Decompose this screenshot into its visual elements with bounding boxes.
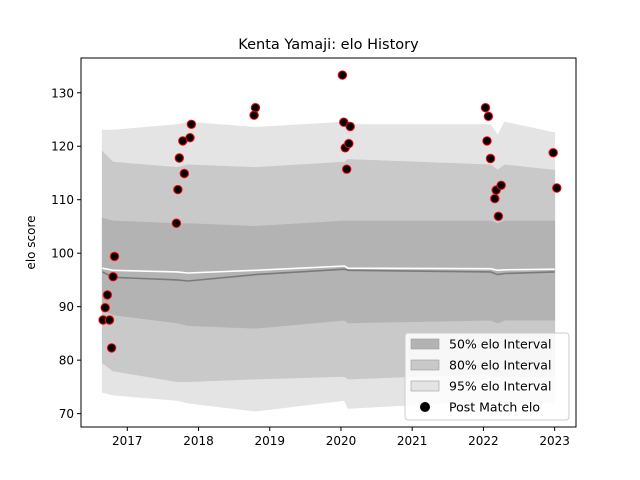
point-2 [102,290,113,300]
median-line [102,265,555,274]
point-30 [548,148,558,158]
point-13 [186,119,197,130]
y-axis-label: elo score [24,215,38,269]
legend-swatch-1 [410,359,440,371]
legend: 50% elo Interval 80% elo Interval 95% elo … [404,332,570,421]
x-tick-label: 2023 [539,434,570,448]
legend-label: 95% elo Interval [449,379,551,394]
x-tick-label: 2020 [326,434,357,448]
point-20 [344,138,354,149]
chart-title: Kenta Yamaji: elo History [238,37,419,53]
legend-swatch-2 [410,380,440,392]
y-tick-label: 130 [51,86,74,100]
point-29 [496,180,506,191]
legend-label: 80% elo Interval [449,358,551,373]
y-axis: 70 80 90 100 110 120 130 [51,86,81,421]
y-tick-label: 90 [59,300,74,314]
x-tick-label: 2019 [254,434,285,448]
point-3 [104,315,115,325]
point-31 [552,183,562,193]
y-tick-label: 80 [59,354,74,368]
y-tick-label: 100 [51,247,74,261]
point-23 [482,136,492,146]
point-15 [250,103,261,113]
center-lines [102,265,555,282]
point-8 [173,184,183,195]
point-12 [185,133,195,143]
data-points [98,70,562,353]
point-28 [493,211,504,222]
point-25 [485,153,496,164]
x-tick-label: 2018 [183,434,214,448]
x-axis: 2017 2018 2019 2020 2021 2022 2023 [112,427,570,448]
y-tick-label: 110 [51,193,74,207]
point-4 [106,343,117,353]
x-tick-label: 2021 [397,434,428,448]
point-5 [108,272,118,282]
point-7 [171,218,182,228]
point-14 [249,110,259,120]
point-26 [490,193,500,204]
mean-line [102,268,555,282]
point-17 [339,117,349,127]
x-tick-label: 2017 [112,434,143,448]
legend-marker [420,402,430,412]
point-1 [100,303,110,313]
point-21 [345,121,355,132]
x-tick-label: 2022 [468,434,499,448]
point-24 [483,111,494,122]
band-2 [101,217,556,329]
point-9 [174,153,185,163]
point-22 [480,103,491,113]
y-tick-label: 70 [59,407,74,421]
legend-swatch-0 [410,338,440,350]
y-tick-label: 120 [51,140,74,154]
point-6 [109,251,120,262]
point-16 [337,70,348,80]
legend-label: Post Match elo [449,400,540,415]
point-19 [342,164,352,174]
plot-frame [80,57,577,428]
legend-label: 50% elo Interval [449,337,551,352]
point-11 [179,168,190,179]
legend-box [404,332,570,421]
